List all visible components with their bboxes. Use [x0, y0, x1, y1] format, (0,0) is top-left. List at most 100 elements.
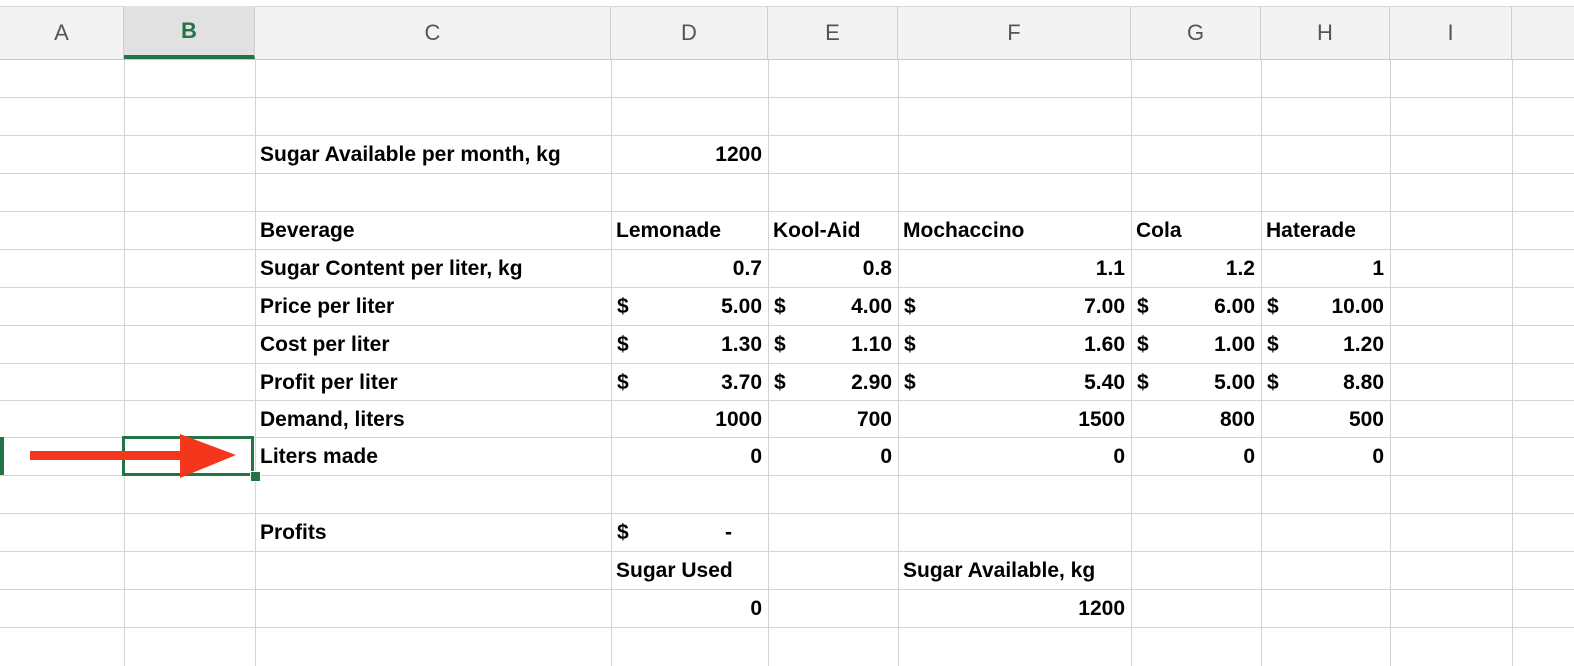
- cell-price[interactable]: $7.00: [898, 287, 1131, 325]
- cell-value: -: [725, 521, 732, 544]
- red-arrow-annotation: [30, 434, 236, 478]
- cell-profits-value[interactable]: $ -: [611, 513, 768, 551]
- cell-price[interactable]: $4.00: [768, 287, 898, 325]
- arrow-shaft: [30, 451, 190, 460]
- gridline: [0, 437, 1574, 438]
- cell-liters-made[interactable]: 0: [1243, 445, 1255, 468]
- active-row-marker: [0, 437, 4, 475]
- column-header-d[interactable]: D: [611, 6, 768, 59]
- cell-cost[interactable]: $1.00: [1131, 325, 1261, 363]
- cell-sugar-content[interactable]: 1.1: [1095, 257, 1125, 280]
- column-header-b[interactable]: B: [124, 6, 255, 59]
- cell-value: 1.30: [721, 333, 762, 356]
- cell-beverage-label[interactable]: Beverage: [260, 219, 355, 242]
- cell-value: 8.80: [1343, 371, 1384, 394]
- cell-profit[interactable]: $2.90: [768, 363, 898, 401]
- cell-cost-label[interactable]: Cost per liter: [260, 333, 390, 356]
- arrow-head: [180, 434, 236, 478]
- column-header-a[interactable]: A: [0, 6, 124, 59]
- currency-symbol: $: [774, 295, 786, 318]
- cell-sugar-content[interactable]: 0.8: [862, 257, 892, 280]
- column-header-i[interactable]: I: [1390, 6, 1512, 59]
- cell-beverage-mochaccino[interactable]: Mochaccino: [903, 219, 1025, 242]
- cell-cost[interactable]: $1.60: [898, 325, 1131, 363]
- cell-price[interactable]: $5.00: [611, 287, 768, 325]
- cell-demand-label[interactable]: Demand, liters: [260, 408, 405, 431]
- cell-liters-made-label[interactable]: Liters made: [260, 445, 378, 468]
- cell-cost[interactable]: $1.20: [1261, 325, 1390, 363]
- cell-profit[interactable]: $5.40: [898, 363, 1131, 401]
- cell-demand[interactable]: 1500: [1078, 408, 1125, 431]
- cell-value: 1.20: [1343, 333, 1384, 356]
- cell-profit-label[interactable]: Profit per liter: [260, 371, 398, 394]
- cell-price[interactable]: $6.00: [1131, 287, 1261, 325]
- cell-beverage-cola[interactable]: Cola: [1136, 219, 1182, 242]
- cell-value: 7.00: [1084, 295, 1125, 318]
- header-top-strip: [0, 0, 1574, 7]
- cell-liters-made[interactable]: 0: [1113, 445, 1125, 468]
- currency-symbol: $: [617, 333, 629, 356]
- cell-sugar-available-value[interactable]: 1200: [715, 143, 762, 166]
- cell-value: 6.00: [1214, 295, 1255, 318]
- currency-symbol: $: [1137, 333, 1149, 356]
- gridline: [0, 249, 1574, 250]
- column-header-c[interactable]: C: [255, 6, 611, 59]
- cell-price-label[interactable]: Price per liter: [260, 295, 395, 318]
- cell-beverage-lemonade[interactable]: Lemonade: [616, 219, 722, 242]
- cell-sugar-available-label[interactable]: Sugar Available per month, kg: [260, 143, 561, 166]
- cell-cost[interactable]: $1.30: [611, 325, 768, 363]
- cell-beverage-kool-aid[interactable]: Kool-Aid: [773, 219, 861, 242]
- gridline: [0, 475, 1574, 476]
- column-header-next[interactable]: [1512, 6, 1574, 59]
- cell-demand[interactable]: 700: [856, 408, 892, 431]
- currency-symbol: $: [1267, 295, 1279, 318]
- cell-sugar-content[interactable]: 1.2: [1225, 257, 1255, 280]
- cell-sugar-content[interactable]: 0.7: [732, 257, 762, 280]
- currency-symbol: $: [1267, 333, 1279, 356]
- currency-symbol: $: [1137, 295, 1149, 318]
- cell-demand[interactable]: 1000: [715, 408, 762, 431]
- cell-value: 5.00: [721, 295, 762, 318]
- cell-profit[interactable]: $3.70: [611, 363, 768, 401]
- gridline: [0, 551, 1574, 552]
- cell-sugar-used-label[interactable]: Sugar Used: [616, 559, 733, 582]
- cell-value: 2.90: [851, 371, 892, 394]
- currency-symbol: $: [617, 371, 629, 394]
- column-header-f[interactable]: F: [898, 6, 1131, 59]
- cell-sugar-available-kg-value[interactable]: 1200: [1078, 597, 1125, 620]
- gridline: [0, 97, 1574, 98]
- cell-cost[interactable]: $1.10: [768, 325, 898, 363]
- cell-value: 10.00: [1331, 295, 1384, 318]
- fill-handle[interactable]: [250, 471, 261, 482]
- column-header-g[interactable]: G: [1131, 6, 1261, 59]
- gridline: [0, 325, 1574, 326]
- gridline: [0, 589, 1574, 590]
- cell-sugar-content[interactable]: 1: [1372, 257, 1384, 280]
- gridline: [0, 287, 1574, 288]
- cell-sugar-available-kg-label[interactable]: Sugar Available, kg: [903, 559, 1096, 582]
- cell-demand[interactable]: 800: [1219, 408, 1255, 431]
- column-header-row: A B C D E F G H I: [0, 0, 1574, 60]
- cell-profit[interactable]: $5.00: [1131, 363, 1261, 401]
- currency-symbol: $: [904, 333, 916, 356]
- column-header-h[interactable]: H: [1261, 6, 1390, 59]
- cell-sugar-used-value[interactable]: 0: [750, 597, 762, 620]
- cell-demand[interactable]: 500: [1348, 408, 1384, 431]
- gridline: [0, 400, 1574, 401]
- cell-profit[interactable]: $8.80: [1261, 363, 1390, 401]
- gridline: [0, 211, 1574, 212]
- cell-value: 5.00: [1214, 371, 1255, 394]
- cell-liters-made[interactable]: 0: [1372, 445, 1384, 468]
- column-header-e[interactable]: E: [768, 6, 898, 59]
- cell-liters-made[interactable]: 0: [880, 445, 892, 468]
- cell-price[interactable]: $10.00: [1261, 287, 1390, 325]
- gridline: [0, 173, 1574, 174]
- currency-symbol: $: [774, 333, 786, 356]
- cell-profits-label[interactable]: Profits: [260, 521, 327, 544]
- cell-value: 4.00: [851, 295, 892, 318]
- currency-symbol: $: [904, 371, 916, 394]
- cell-value: 3.70: [721, 371, 762, 394]
- cell-sugar-content-label[interactable]: Sugar Content per liter, kg: [260, 257, 523, 280]
- cell-beverage-haterade[interactable]: Haterade: [1266, 219, 1356, 242]
- cell-liters-made[interactable]: 0: [750, 445, 762, 468]
